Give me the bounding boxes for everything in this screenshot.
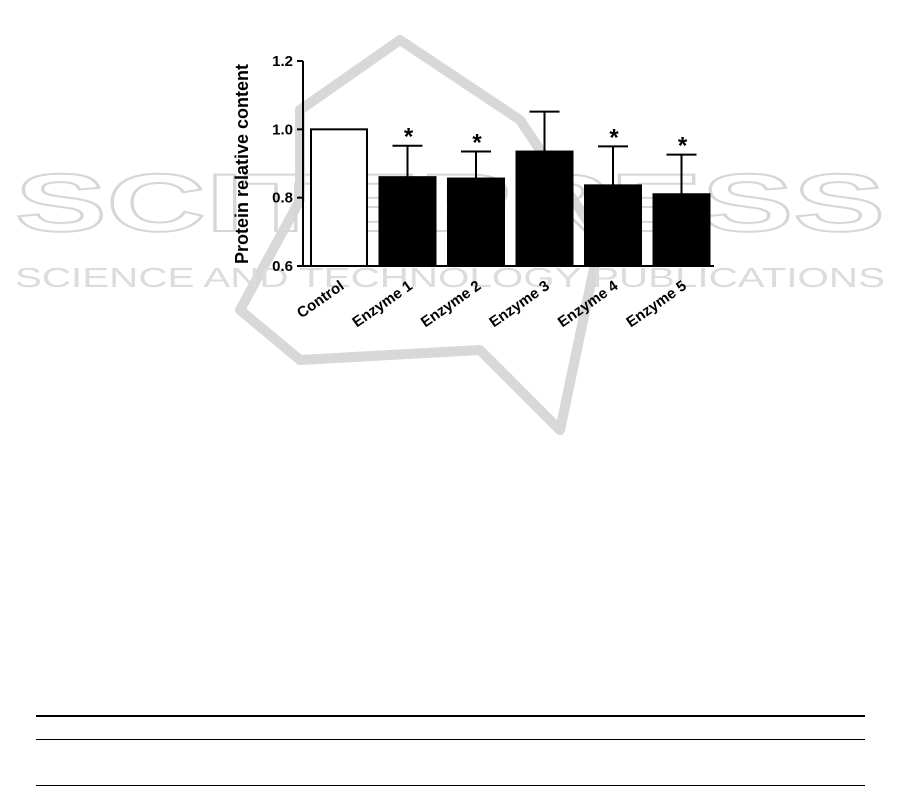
table-header-rule [36,739,865,740]
watermark-small-text: SCIENCE AND TECHNOLOGY PUBLICATIONS [15,262,885,293]
bar-5 [584,184,642,267]
x-tick-label: Enzyme 5 [623,277,689,331]
y-tick-label: 0.6 [272,258,293,275]
bar-chart: 0.6 0.8 1.0 1.2 Protein relative content Cont… [232,53,714,331]
bar-2 [378,176,437,268]
x-tick-label: Control [294,277,347,322]
y-tick-label: 0.8 [272,190,293,207]
y-tick-label: 1.0 [272,121,293,138]
significance-marker: * [609,124,619,151]
x-tick-label: Enzyme 1 [349,277,415,331]
bar-1 [310,128,368,267]
bar-4 [515,150,574,268]
x-tick-label: Enzyme 4 [555,277,622,331]
y-axis-label: Protein relative content [232,64,252,264]
significance-marker: * [472,130,482,157]
table-top-rule [36,715,865,717]
x-tick-label: Enzyme 2 [418,277,484,331]
significance-marker: * [678,133,688,160]
y-tick-label: 1.2 [272,53,293,70]
bar-3 [447,177,505,268]
x-tick-label: Enzyme 3 [486,277,552,331]
bar-6 [652,193,711,267]
watermark-book-shape [235,35,605,435]
significance-marker: * [404,124,414,151]
table-bottom-rule [36,785,865,786]
